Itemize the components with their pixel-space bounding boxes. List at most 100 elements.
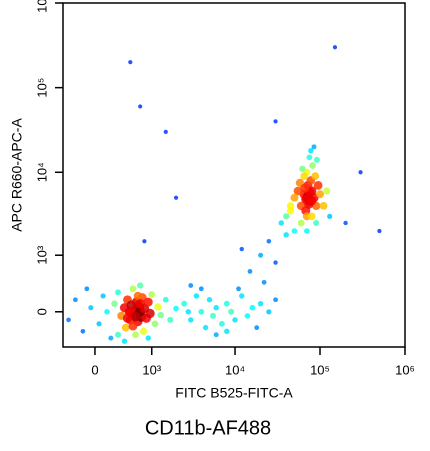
event-dot: [188, 317, 194, 323]
y-axis-label: APC R660-APC-A: [9, 118, 25, 232]
event-dot: [286, 202, 295, 210]
event-dot: [278, 220, 284, 226]
y-tick-label: 0: [34, 308, 49, 315]
event-dot: [151, 320, 159, 328]
event-dot: [293, 186, 303, 196]
event-dot: [218, 320, 225, 327]
event-dot: [261, 279, 267, 285]
event-dot: [210, 312, 217, 319]
event-dot: [157, 311, 164, 319]
event-dot: [311, 144, 317, 150]
event-dot: [273, 119, 278, 124]
event-dot: [232, 317, 238, 323]
chart-title: CD11b-AF488: [145, 417, 271, 439]
event-dot: [239, 246, 244, 252]
x-tick-label: 0: [91, 362, 98, 377]
event-dot: [249, 304, 256, 311]
event-dot: [108, 335, 114, 341]
event-dot: [115, 289, 121, 296]
event-dot: [198, 286, 204, 292]
event-dot: [309, 162, 316, 169]
event-dot: [143, 297, 153, 307]
event-dot: [308, 147, 314, 154]
event-dot: [291, 228, 298, 234]
event-dot: [138, 104, 143, 109]
event-dot: [299, 165, 306, 172]
event-dot: [122, 313, 133, 323]
event-dot: [130, 311, 141, 322]
event-dot: [163, 129, 168, 135]
event-dot: [128, 60, 133, 65]
event-dot: [202, 324, 209, 331]
event-dot: [290, 193, 299, 202]
event-dot: [266, 238, 272, 244]
event-dot: [306, 154, 313, 161]
event-dot: [96, 321, 102, 327]
event-dot: [128, 321, 138, 331]
y-tick-label: 10³: [34, 245, 49, 264]
x-axis-label: FITC B525-FITC-A: [175, 385, 293, 401]
event-dot: [300, 172, 308, 180]
event-dot: [313, 180, 323, 190]
x-tick-label: 10⁶: [395, 362, 415, 377]
event-dot: [213, 332, 219, 338]
event-dot: [66, 317, 71, 323]
event-dot: [316, 190, 325, 199]
event-dot: [327, 213, 333, 219]
event-dot: [283, 232, 289, 238]
event-dot: [145, 335, 151, 341]
event-dot: [139, 327, 148, 335]
event-dot: [198, 308, 205, 315]
event-dot: [266, 309, 272, 315]
event-dot: [323, 187, 331, 195]
event-dot: [111, 300, 118, 307]
event-dot: [304, 228, 310, 234]
event-dot: [311, 172, 320, 181]
event-dot: [162, 296, 169, 303]
event-dot: [307, 196, 317, 206]
x-tick-label: 10⁵: [310, 362, 330, 377]
event-dot: [88, 305, 94, 311]
event-dot: [121, 338, 128, 344]
event-dot: [332, 45, 338, 50]
event-dot: [121, 323, 130, 332]
event-dot: [273, 260, 278, 265]
event-dot: [206, 297, 213, 303]
event-dot: [132, 331, 139, 339]
event-dot: [244, 313, 251, 319]
event-dot: [228, 308, 235, 315]
event-dot: [236, 286, 241, 292]
y-tick-label: 10⁴: [34, 162, 49, 182]
event-dot: [142, 239, 147, 244]
event-dot: [135, 299, 145, 309]
event-dot: [154, 303, 162, 311]
event-dot: [115, 331, 122, 338]
event-dot: [100, 293, 106, 299]
event-dot: [254, 325, 260, 331]
event-dot: [167, 316, 174, 323]
event-dot: [185, 309, 191, 315]
event-dot: [273, 297, 278, 303]
event-dot: [133, 291, 143, 301]
plot-frame: [62, 2, 406, 348]
event-dot: [297, 219, 305, 227]
event-dot: [358, 170, 363, 175]
event-dot: [193, 293, 200, 299]
event-dot: [283, 213, 290, 220]
event-dot: [80, 328, 86, 334]
y-tick-label: 10⁶: [34, 0, 49, 13]
event-dot: [84, 286, 90, 292]
event-dot: [188, 283, 194, 288]
event-dot: [239, 293, 245, 299]
event-dot: [173, 305, 179, 312]
event-dot: [137, 282, 144, 289]
event-dot: [148, 291, 156, 298]
event-dot: [307, 212, 316, 221]
event-dot: [319, 201, 328, 210]
event-dot: [173, 195, 179, 200]
y-tick-label: 10⁵: [34, 78, 49, 98]
event-dot: [300, 183, 310, 193]
event-dot: [377, 228, 382, 234]
event-dot: [129, 285, 137, 293]
